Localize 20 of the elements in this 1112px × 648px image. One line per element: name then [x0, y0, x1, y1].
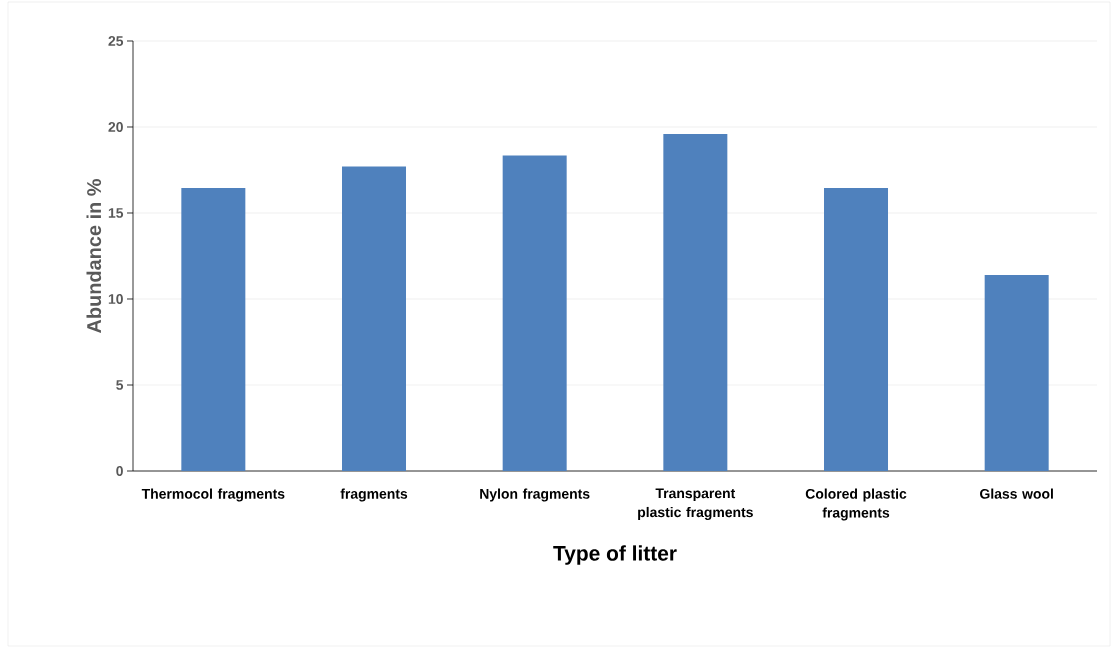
bar — [502, 155, 567, 471]
x-tick-label: Glass wool — [980, 488, 1053, 499]
y-tick-label: 0 — [116, 466, 123, 476]
x-tick-label: Thermocol fragments — [141, 488, 285, 502]
y-tick-label: 20 — [108, 122, 123, 132]
y-tick-label: 10 — [108, 294, 123, 304]
x-tick-label: Colored plastic fragments — [805, 488, 907, 521]
x-tick-label: Transparent plastic fragments — [638, 488, 753, 520]
bar — [181, 188, 246, 471]
y-axis-title: Abundance in % — [86, 179, 102, 333]
y-tick-label: 5 — [116, 380, 124, 390]
y-tick-label: 25 — [108, 36, 124, 46]
x-tick-label: fragments — [340, 488, 408, 502]
x-axis-title: Type of litter — [553, 545, 677, 565]
x-tick-label: Nylon fragments — [480, 488, 590, 502]
bar — [663, 133, 728, 471]
bar — [342, 166, 406, 471]
bar — [824, 188, 889, 471]
bar — [984, 274, 1049, 471]
y-tick-label: 15 — [108, 208, 124, 218]
